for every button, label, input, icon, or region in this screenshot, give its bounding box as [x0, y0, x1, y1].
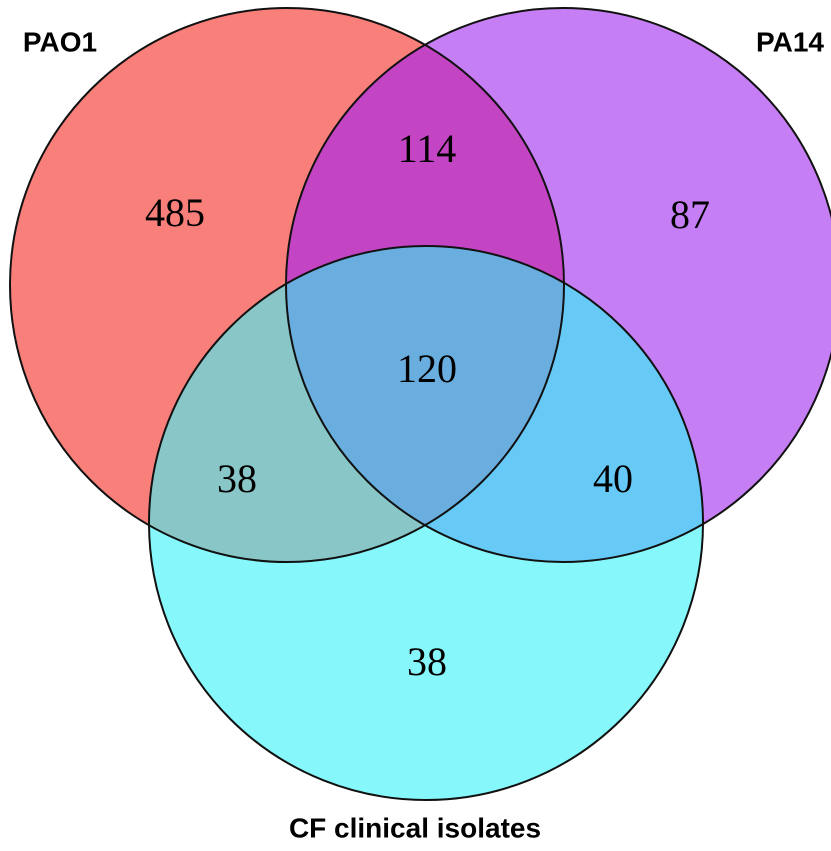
region-count: 120 [397, 346, 457, 391]
pao1-outline [9, 7, 565, 563]
region-count: 38 [217, 456, 257, 501]
set-label: CF clinical isolates [289, 812, 541, 843]
cf-outline [148, 245, 704, 801]
set-label: PAO1 [23, 26, 97, 57]
region-count: 87 [670, 192, 710, 237]
region-count: 485 [145, 190, 205, 235]
set-label: PA14 [756, 26, 824, 57]
region-count: 114 [398, 126, 457, 171]
region-count: 40 [593, 456, 633, 501]
region-count: 38 [407, 639, 447, 684]
